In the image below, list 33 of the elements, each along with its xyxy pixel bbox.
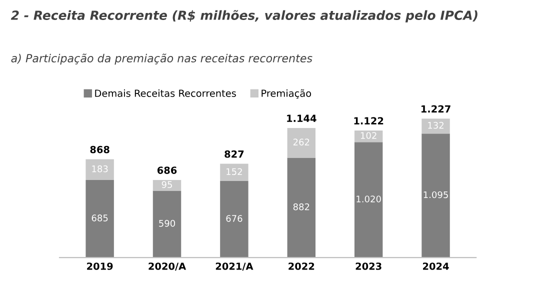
bar (152, 190, 182, 258)
total-label: 1.227 (421, 105, 450, 112)
chart-title: 2 - Receita Recorrente (R$ milhões, valores atualizados pelo IPCA) (10, 10, 478, 22)
total-label: 686 (157, 166, 177, 174)
bar (152, 180, 182, 191)
data-label: 1.020 (356, 196, 381, 202)
chart-subtitle: a) Participação da premiação nas receitas recorrentes (11, 54, 312, 65)
total-label: 868 (90, 146, 110, 154)
total-label: 1.122 (354, 117, 384, 124)
x-tick-label: 2023 (356, 262, 382, 270)
x-tick-label: 2022 (288, 262, 314, 270)
data-label: 1.095 (424, 191, 448, 198)
bar (220, 181, 248, 258)
total-label: 1.144 (287, 114, 316, 122)
data-label: 685 (92, 214, 108, 222)
data-label: 676 (226, 215, 242, 222)
legend-label: Premiação (262, 89, 312, 99)
bar (86, 180, 114, 258)
bar (422, 134, 450, 258)
bar (86, 159, 114, 180)
x-tick-label: 2021/A (216, 262, 254, 271)
data-label: 882 (293, 203, 310, 210)
bar (422, 118, 450, 134)
x-tick-label: 2024 (423, 262, 449, 270)
bar (220, 164, 248, 182)
bar (354, 142, 383, 258)
x-tick-label: 2020/A (148, 262, 186, 271)
data-label: 590 (159, 220, 176, 227)
bar (287, 128, 316, 158)
x-tick-label: 2019 (87, 262, 113, 270)
total-label: 827 (224, 150, 244, 158)
bar (287, 158, 316, 258)
legend-label: Demais Receitas Recorrentes (95, 89, 236, 97)
